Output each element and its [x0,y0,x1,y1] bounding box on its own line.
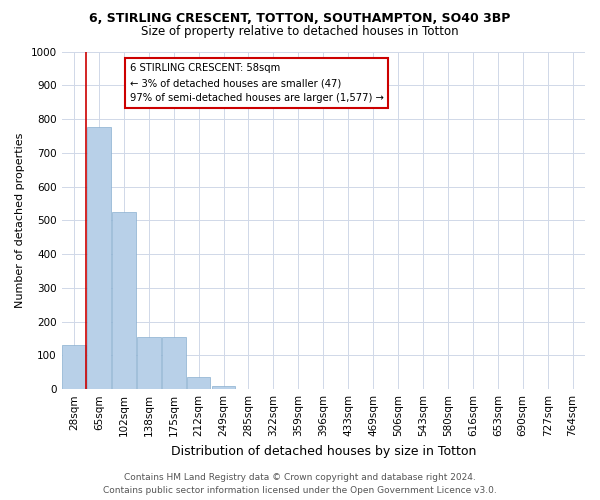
Bar [112,212,136,389]
Bar [212,386,235,389]
X-axis label: Distribution of detached houses by size in Totton: Distribution of detached houses by size … [170,444,476,458]
Text: 6, STIRLING CRESCENT, TOTTON, SOUTHAMPTON, SO40 3BP: 6, STIRLING CRESCENT, TOTTON, SOUTHAMPTO… [89,12,511,26]
Bar [87,128,111,389]
Text: 6 STIRLING CRESCENT: 58sqm
← 3% of detached houses are smaller (47)
97% of semi-: 6 STIRLING CRESCENT: 58sqm ← 3% of detac… [130,64,383,103]
Bar [162,337,185,389]
Bar [187,378,211,389]
Bar [137,337,161,389]
Text: Size of property relative to detached houses in Totton: Size of property relative to detached ho… [141,25,459,38]
Y-axis label: Number of detached properties: Number of detached properties [15,132,25,308]
Bar [62,346,86,389]
Text: Contains HM Land Registry data © Crown copyright and database right 2024.
Contai: Contains HM Land Registry data © Crown c… [103,474,497,495]
